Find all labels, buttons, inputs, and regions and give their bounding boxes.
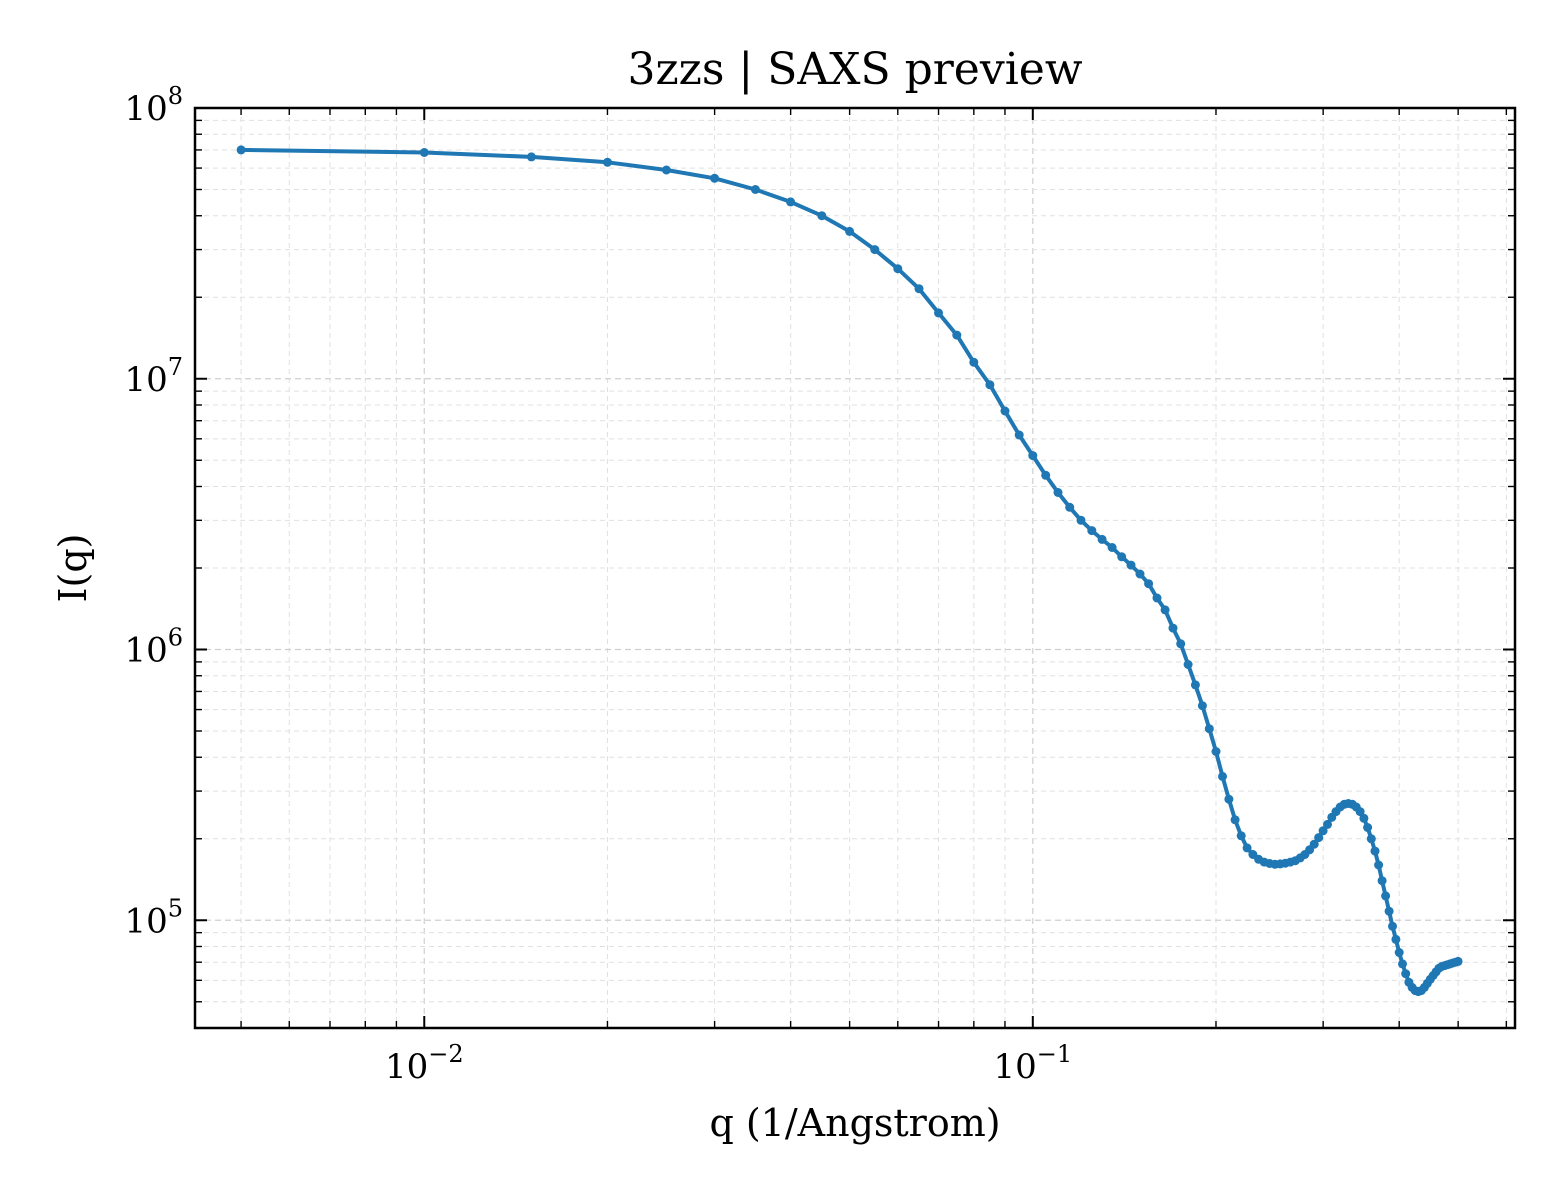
data-point <box>1242 843 1252 853</box>
data-point <box>1000 406 1010 416</box>
data-point <box>603 157 612 167</box>
data-point <box>661 165 671 175</box>
data-point <box>526 152 536 162</box>
data-point <box>934 308 943 318</box>
data-point <box>1370 846 1380 856</box>
data-point <box>1168 623 1178 633</box>
data-point <box>750 185 760 194</box>
data-point <box>1236 831 1246 841</box>
data-point <box>1117 552 1127 562</box>
data-point <box>1381 891 1391 901</box>
data-point <box>1211 747 1221 756</box>
data-point <box>893 264 903 274</box>
data-point <box>1323 819 1332 829</box>
data-point <box>1374 860 1384 870</box>
data-point <box>419 148 429 157</box>
data-point <box>1065 502 1075 512</box>
data-point <box>1135 569 1145 579</box>
data-point <box>914 284 924 294</box>
data-point <box>1126 560 1136 570</box>
data-point <box>1014 430 1024 440</box>
data-point <box>952 330 962 340</box>
grid <box>195 107 1515 1029</box>
chart-title: 3zzs | SAXS preview <box>628 44 1083 95</box>
tick-labels: 10−2 10−1 105 106 107 108 <box>124 82 1072 1087</box>
x-tick-label: 10−1 <box>993 1040 1072 1087</box>
data-point <box>236 145 246 155</box>
data-point <box>1401 969 1411 979</box>
data-point <box>1224 794 1234 804</box>
data-point <box>985 380 995 390</box>
data-point <box>1391 934 1401 944</box>
data-point <box>817 211 827 221</box>
data-point <box>1314 833 1324 843</box>
data-point <box>1152 593 1162 603</box>
data-point <box>1230 815 1240 825</box>
data-point <box>1144 579 1154 589</box>
y-tick-label: 108 <box>124 82 183 129</box>
y-axis-label: I(q) <box>51 534 95 603</box>
y-tick-label: 105 <box>124 894 183 941</box>
data-point <box>1041 470 1051 480</box>
data-series <box>236 145 1463 997</box>
data-point <box>1190 680 1200 690</box>
data-point <box>1218 771 1227 781</box>
data-point <box>845 226 855 236</box>
data-point <box>1377 876 1387 886</box>
data-point <box>969 357 979 367</box>
data-point <box>1087 526 1097 536</box>
data-point <box>1107 543 1117 552</box>
data-point <box>1366 834 1376 844</box>
data-point <box>1388 921 1397 931</box>
data-point <box>1076 515 1086 525</box>
data-point <box>1197 701 1207 711</box>
data-point <box>1394 948 1404 957</box>
data-point <box>1309 839 1319 849</box>
data-point <box>1176 639 1186 649</box>
x-axis-label: q (1/Angstrom) <box>709 1101 1000 1145</box>
axis-ticks <box>195 107 1515 1029</box>
data-point <box>1097 534 1107 544</box>
data-point <box>1359 813 1369 823</box>
y-tick-label: 107 <box>124 353 183 400</box>
data-point <box>1355 807 1365 817</box>
data-point <box>1318 826 1328 836</box>
data-point <box>1160 605 1170 615</box>
data-point <box>786 197 796 207</box>
data-point <box>1183 660 1193 669</box>
data-point <box>1053 488 1063 497</box>
data-point <box>1363 823 1373 832</box>
data-point <box>1028 451 1038 461</box>
data-point <box>1204 724 1214 734</box>
y-tick-label: 106 <box>124 624 183 671</box>
data-point <box>870 245 880 255</box>
data-point <box>1398 959 1407 969</box>
data-point <box>1453 956 1463 966</box>
data-point <box>1384 906 1394 916</box>
x-tick-label: 10−2 <box>385 1040 464 1087</box>
data-point <box>710 173 720 183</box>
